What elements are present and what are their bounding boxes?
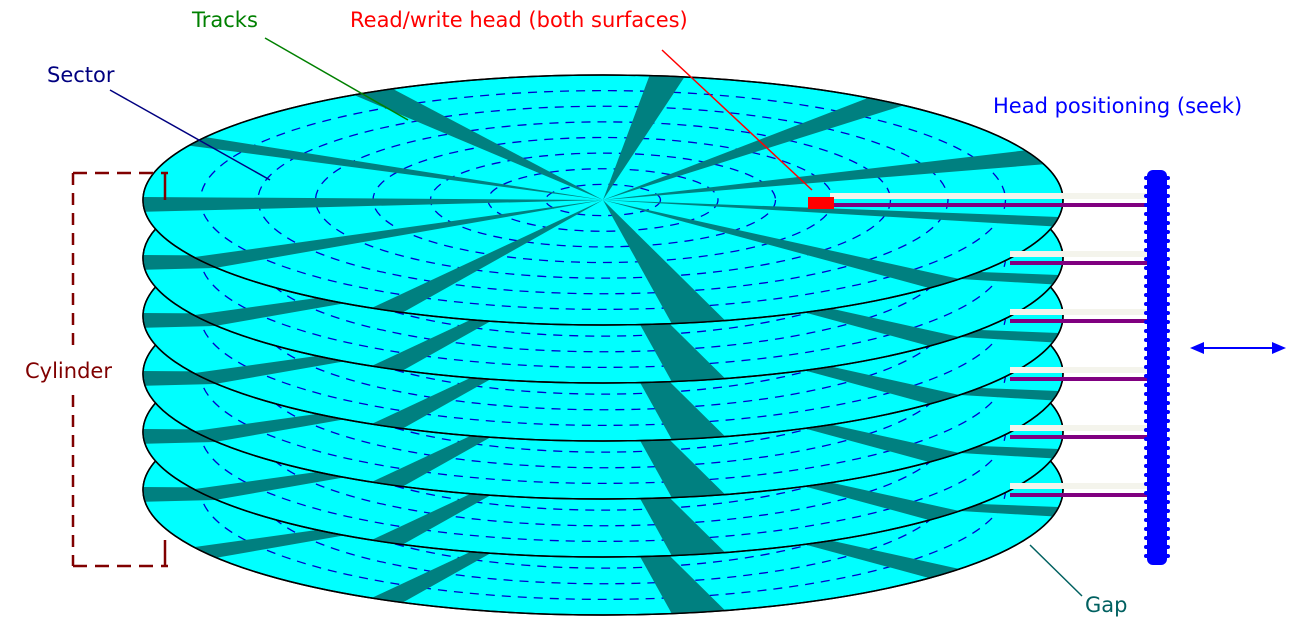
sector-band [603, 200, 1059, 227]
actuator-tooth [1144, 185, 1170, 189]
actuator-tooth [1144, 284, 1170, 288]
sector-band [188, 137, 603, 200]
actuator-tooth [1144, 536, 1170, 540]
tracks-label: Tracks [191, 8, 258, 32]
actuator-tooth [1144, 509, 1170, 513]
read-write-head-label: Read/write head (both surfaces) [350, 8, 688, 32]
actuator-tooth [1144, 329, 1170, 333]
actuator-tooth [1144, 266, 1170, 270]
actuator-tooth [1144, 410, 1170, 414]
sector-label: Sector [47, 63, 115, 87]
actuator-tooth [1144, 239, 1170, 243]
sector-band [603, 97, 904, 200]
actuator-tooth [1144, 500, 1170, 504]
actuator-tooth [1144, 545, 1170, 549]
actuator-tooth [1144, 374, 1170, 378]
actuator-tooth [1144, 257, 1170, 261]
tracks-leader [264, 37, 409, 121]
cylinder-bracket [71, 171, 168, 568]
actuator-tooth [1144, 383, 1170, 387]
actuator-tooth [1144, 248, 1170, 252]
actuator-tooth [1144, 455, 1170, 459]
actuator-tooth [1144, 482, 1170, 486]
actuator-tooth [1144, 437, 1170, 441]
arm-highlight [1010, 425, 1147, 431]
actuator-tooth [1144, 311, 1170, 315]
sector-leader [109, 89, 271, 181]
actuator-tooth [1144, 428, 1170, 432]
platter [142, 74, 1064, 326]
actuator-tooth [1144, 212, 1170, 216]
sector-band [603, 75, 685, 200]
actuator-tooth [1144, 518, 1170, 522]
gap-label: Gap [1085, 593, 1127, 617]
read-write-head-leader [661, 49, 813, 191]
sector-band [143, 196, 603, 212]
head-positioning-label: Head positioning (seek) [993, 94, 1242, 118]
sector-band [193, 200, 603, 268]
sector-band [371, 200, 603, 313]
actuator-tooth [1144, 392, 1170, 396]
actuator-tooth [1144, 203, 1170, 207]
actuator-tooth [1144, 464, 1170, 468]
arm-highlight [1010, 309, 1147, 315]
actuator-tooth [1144, 275, 1170, 279]
actuator-tooth [1144, 527, 1170, 531]
actuator-teeth [1144, 176, 1170, 558]
actuator-tooth [1144, 176, 1170, 180]
actuator-tooth [1144, 473, 1170, 477]
actuator-tooth [1144, 302, 1170, 306]
actuator-tooth [1144, 221, 1170, 225]
actuator-tooth [1144, 230, 1170, 234]
arm-highlight [830, 193, 1147, 199]
actuator-tooth [1144, 491, 1170, 495]
sector-band [603, 200, 726, 324]
sector-band [603, 200, 960, 289]
actuator-tooth [1144, 419, 1170, 423]
actuator-tooth [1144, 194, 1170, 198]
actuator-tooth [1144, 401, 1170, 405]
actuator-tooth [1144, 338, 1170, 342]
arm-highlight [1010, 251, 1147, 257]
head-arms [808, 193, 1147, 497]
platter-stack [142, 74, 1064, 616]
actuator-tooth [1144, 554, 1170, 558]
arm-highlight [1010, 367, 1147, 373]
cylinder-label: Cylinder [25, 359, 112, 383]
gap-leader [1029, 544, 1083, 597]
actuator-tooth [1144, 446, 1170, 450]
seek-arrow-icon [1190, 342, 1286, 354]
actuator-tooth [1144, 356, 1170, 360]
arm-highlight [1010, 483, 1147, 489]
read-write-head [808, 197, 834, 209]
actuator-tooth [1144, 365, 1170, 369]
sector-band [353, 88, 603, 200]
sector-band [603, 150, 1044, 200]
actuator-tooth [1144, 293, 1170, 297]
actuator-tooth [1144, 347, 1170, 351]
actuator-tooth [1144, 320, 1170, 324]
